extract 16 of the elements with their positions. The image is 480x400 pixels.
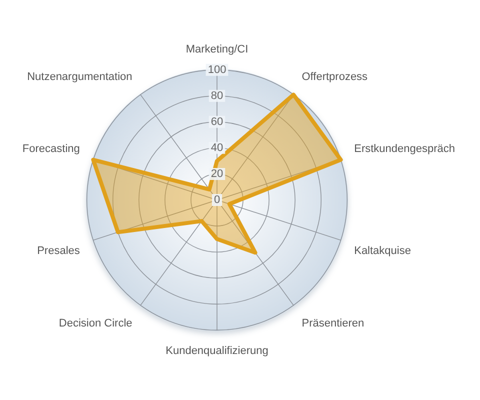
spoke-label: Präsentieren [302, 317, 364, 330]
y-tick-label: 100 [208, 64, 226, 76]
spoke-label: Offertprozess [302, 70, 368, 83]
spoke-label: Forecasting [22, 142, 80, 155]
spoke-label: Erstkundengespräch [354, 142, 456, 155]
spoke-label: Marketing/CI [186, 43, 248, 56]
y-tick-label: 40 [210, 142, 224, 154]
spoke-label: Presales [37, 245, 80, 258]
spoke-label: Decision Circle [58, 317, 132, 330]
y-tick-label: 20 [210, 168, 224, 180]
y-tick-label: 80 [210, 90, 224, 102]
spoke-label: Kaltakquise [354, 245, 411, 258]
y-tick-label: 0 [214, 194, 220, 206]
spoke-label: Nutzenargumentation [27, 70, 132, 83]
y-tick-label: 60 [210, 116, 224, 128]
spoke-label: Kundenqualifizierung [166, 344, 268, 357]
